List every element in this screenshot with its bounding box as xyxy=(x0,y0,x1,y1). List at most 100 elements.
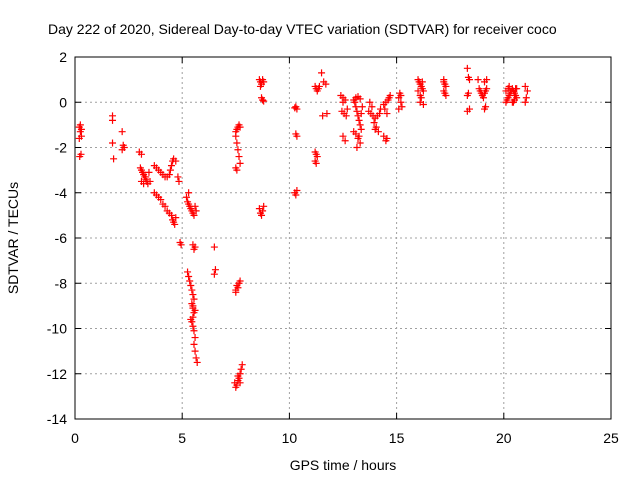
data-point-marker xyxy=(233,139,241,147)
data-point-marker xyxy=(186,277,194,285)
y-axis-label: SDTVAR / TECUs xyxy=(5,182,21,294)
data-point-marker xyxy=(167,162,175,170)
data-point-marker xyxy=(353,144,361,151)
data-point-marker xyxy=(190,327,198,335)
data-point-marker xyxy=(260,97,268,105)
data-point-marker xyxy=(293,132,301,140)
data-point-marker xyxy=(260,202,268,210)
data-point-marker xyxy=(521,98,529,106)
data-point-marker xyxy=(318,69,326,77)
x-tick-label: 0 xyxy=(71,430,79,446)
data-point-marker xyxy=(140,180,148,188)
data-point-marker xyxy=(395,105,403,113)
data-point-marker xyxy=(355,132,363,140)
data-point-marker xyxy=(165,171,173,179)
data-point-marker xyxy=(145,168,153,176)
data-point-marker xyxy=(234,284,242,292)
y-tick-label: -4 xyxy=(55,185,68,201)
y-tick-label: 0 xyxy=(59,94,67,110)
data-point-marker xyxy=(312,159,320,167)
data-point-marker xyxy=(237,365,245,373)
x-tick-label: 25 xyxy=(603,430,619,446)
data-point-marker xyxy=(292,191,300,199)
data-point-marker xyxy=(465,105,473,113)
data-point-marker xyxy=(319,112,327,120)
data-point-marker xyxy=(357,110,365,118)
data-point-marker xyxy=(234,146,242,154)
data-point-marker xyxy=(185,272,193,280)
data-point-marker xyxy=(505,82,513,90)
data-point-marker xyxy=(350,128,358,136)
data-point-marker xyxy=(522,94,530,102)
data-point-marker xyxy=(232,288,240,296)
data-point-marker xyxy=(190,295,198,303)
data-point-marker xyxy=(397,91,405,99)
data-point-marker xyxy=(109,116,117,124)
data-point-marker xyxy=(189,291,197,299)
data-point-marker xyxy=(184,268,192,276)
data-point-marker xyxy=(440,76,448,84)
y-tick-label: -6 xyxy=(55,230,68,246)
data-point-marker xyxy=(339,132,347,140)
data-point-marker xyxy=(167,211,175,219)
y-tick-label: -14 xyxy=(47,411,67,427)
data-point-marker xyxy=(260,78,268,86)
grid-lines xyxy=(75,57,611,419)
data-point-marker xyxy=(190,211,198,219)
data-point-marker xyxy=(142,173,150,181)
data-point-marker xyxy=(342,112,350,120)
data-point-marker xyxy=(370,119,378,127)
data-point-marker xyxy=(77,125,85,133)
data-point-marker xyxy=(293,186,301,194)
data-point-marker xyxy=(185,189,193,197)
data-point-marker xyxy=(463,64,471,72)
data-point-marker xyxy=(189,302,197,310)
data-point-marker xyxy=(238,361,246,369)
data-point-marker xyxy=(192,207,200,215)
x-axis-label: GPS time / hours xyxy=(290,457,397,473)
data-point-marker xyxy=(211,266,219,274)
data-point-marker xyxy=(182,193,190,201)
y-tick-label: 2 xyxy=(59,49,67,65)
data-point-marker xyxy=(383,134,391,142)
x-tick-label: 15 xyxy=(389,430,405,446)
data-point-marker xyxy=(118,146,126,154)
x-tick-label: 10 xyxy=(282,430,298,446)
data-point-marker xyxy=(341,137,349,145)
data-point-marker xyxy=(236,379,244,387)
data-point-marker xyxy=(77,150,85,158)
data-point-marker xyxy=(418,78,426,86)
data-point-marker xyxy=(236,277,244,285)
data-point-marker xyxy=(502,87,510,95)
data-point-marker xyxy=(414,87,422,95)
data-point-marker xyxy=(172,214,180,222)
data-point-marker xyxy=(442,82,450,90)
data-point-marker xyxy=(356,95,364,103)
data-point-marker xyxy=(191,306,199,314)
data-point-marker xyxy=(236,159,244,167)
data-point-marker xyxy=(146,177,154,185)
chart-title: Day 222 of 2020, Sidereal Day-to-day VTE… xyxy=(48,21,557,37)
data-point-marker xyxy=(76,121,84,129)
data-point-marker xyxy=(479,94,487,102)
data-point-marker xyxy=(190,340,198,348)
data-point-marker xyxy=(366,98,374,106)
data-point-marker xyxy=(137,150,145,158)
data-point-marker xyxy=(189,322,197,330)
data-point-marker xyxy=(171,220,179,228)
data-point-marker xyxy=(258,211,266,219)
data-point-marker xyxy=(371,125,379,133)
data-point-marker xyxy=(358,103,366,111)
data-point-marker xyxy=(482,103,490,111)
data-point-marker xyxy=(419,101,427,109)
data-point-marker xyxy=(236,123,244,131)
plot-frame xyxy=(74,56,612,420)
data-point-marker xyxy=(187,315,195,323)
data-point-marker xyxy=(191,202,199,210)
data-point-marker xyxy=(235,153,243,161)
data-point-marker xyxy=(187,282,195,290)
data-point-marker xyxy=(383,110,391,118)
data-point-marker xyxy=(210,243,218,251)
data-point-marker xyxy=(233,166,241,174)
